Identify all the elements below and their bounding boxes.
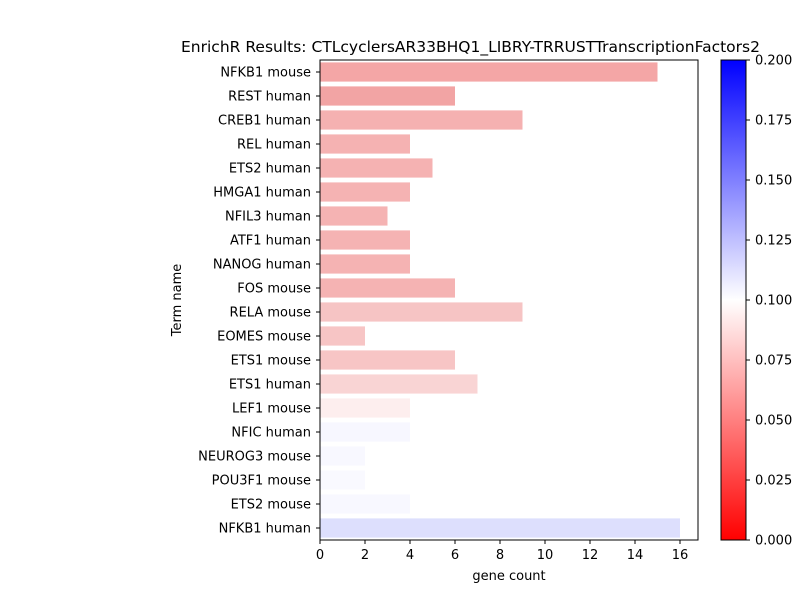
- colorbar-tick-label: 0.100: [755, 294, 792, 309]
- bar: [320, 254, 410, 274]
- bar: [320, 374, 478, 394]
- colorbar-tick-label: 0.200: [755, 54, 792, 69]
- y-tick-label: POU3F1 mouse: [212, 474, 311, 489]
- x-tick-label: 8: [496, 548, 504, 563]
- x-axis-label: gene count: [472, 569, 545, 584]
- bar: [320, 470, 365, 490]
- colorbar-tick-label: 0.025: [755, 474, 792, 489]
- y-tick-label: CREB1 human: [218, 114, 311, 129]
- y-tick-label: NANOG human: [213, 258, 311, 273]
- x-tick-label: 6: [451, 548, 459, 563]
- bar: [320, 446, 365, 466]
- y-tick-label: EOMES mouse: [217, 330, 311, 345]
- colorbar: [720, 59, 747, 541]
- bar: [320, 158, 433, 178]
- y-tick-label: ETS1 human: [229, 378, 311, 393]
- bar: [320, 110, 523, 130]
- bar: [320, 518, 680, 538]
- y-tick-label: NFIC human: [231, 426, 311, 441]
- colorbar-ticks: 0.000 0.025 0.050 0.075 0.100 0.125 0.150 0.175…: [746, 54, 792, 549]
- y-tick-labels: NFKB1 mouse REST human CREB1 human REL huma…: [198, 66, 320, 537]
- x-tick-label: 16: [672, 548, 689, 563]
- bar: [320, 134, 410, 154]
- y-tick-label: ETS2 human: [229, 162, 311, 177]
- y-tick-label: FOS mouse: [237, 282, 311, 297]
- colorbar-tick-label: 0.050: [755, 414, 792, 429]
- y-tick-label: REST human: [228, 90, 311, 105]
- bar: [320, 398, 410, 418]
- y-tick-label: NFKB1 mouse: [220, 66, 311, 81]
- y-tick-label: HMGA1 human: [213, 186, 311, 201]
- x-tick-label: 12: [582, 548, 599, 563]
- y-tick-label: RELA mouse: [230, 306, 311, 321]
- chart-title: EnrichR Results: CTLcyclersAR33BHQ1_LIBR…: [181, 38, 760, 57]
- bar: [320, 182, 410, 202]
- x-tick-label: 10: [537, 548, 554, 563]
- y-tick-label: NFIL3 human: [225, 210, 311, 225]
- y-tick-label: REL human: [237, 138, 311, 153]
- bar: [320, 422, 410, 442]
- bar: [320, 62, 658, 82]
- x-tick-label: 14: [627, 548, 644, 563]
- bar: [320, 278, 455, 298]
- plot-area-frame: [319, 59, 699, 541]
- x-tick-label: 4: [406, 548, 414, 563]
- colorbar-tick-label: 0.150: [755, 174, 792, 189]
- x-tick-label: 2: [361, 548, 369, 563]
- colorbar-tick-label: 0.175: [755, 114, 792, 129]
- bar: [320, 302, 523, 322]
- bar: [320, 206, 388, 226]
- bar: [320, 86, 455, 106]
- bar: [320, 230, 410, 250]
- y-axis-label: Term name: [170, 264, 185, 338]
- y-tick-label: NFKB1 human: [219, 522, 311, 537]
- y-tick-label: ETS2 mouse: [231, 498, 311, 513]
- colorbar-tick-label: 0.125: [755, 234, 792, 249]
- y-tick-label: ATF1 human: [230, 234, 311, 249]
- colorbar-tick-label: 0.075: [755, 354, 792, 369]
- bar: [320, 350, 455, 370]
- y-tick-label: ETS1 mouse: [231, 354, 311, 369]
- bar-group: [320, 62, 680, 538]
- x-axis-ticks: 0 2 4 6 8 10 12 14 16: [316, 540, 688, 563]
- x-tick-label: 0: [316, 548, 324, 563]
- y-tick-label: NEUROG3 mouse: [198, 450, 311, 465]
- bar: [320, 326, 365, 346]
- colorbar-tick-label: 0.000: [755, 534, 792, 549]
- bar: [320, 494, 410, 514]
- y-tick-label: LEF1 mouse: [232, 402, 311, 417]
